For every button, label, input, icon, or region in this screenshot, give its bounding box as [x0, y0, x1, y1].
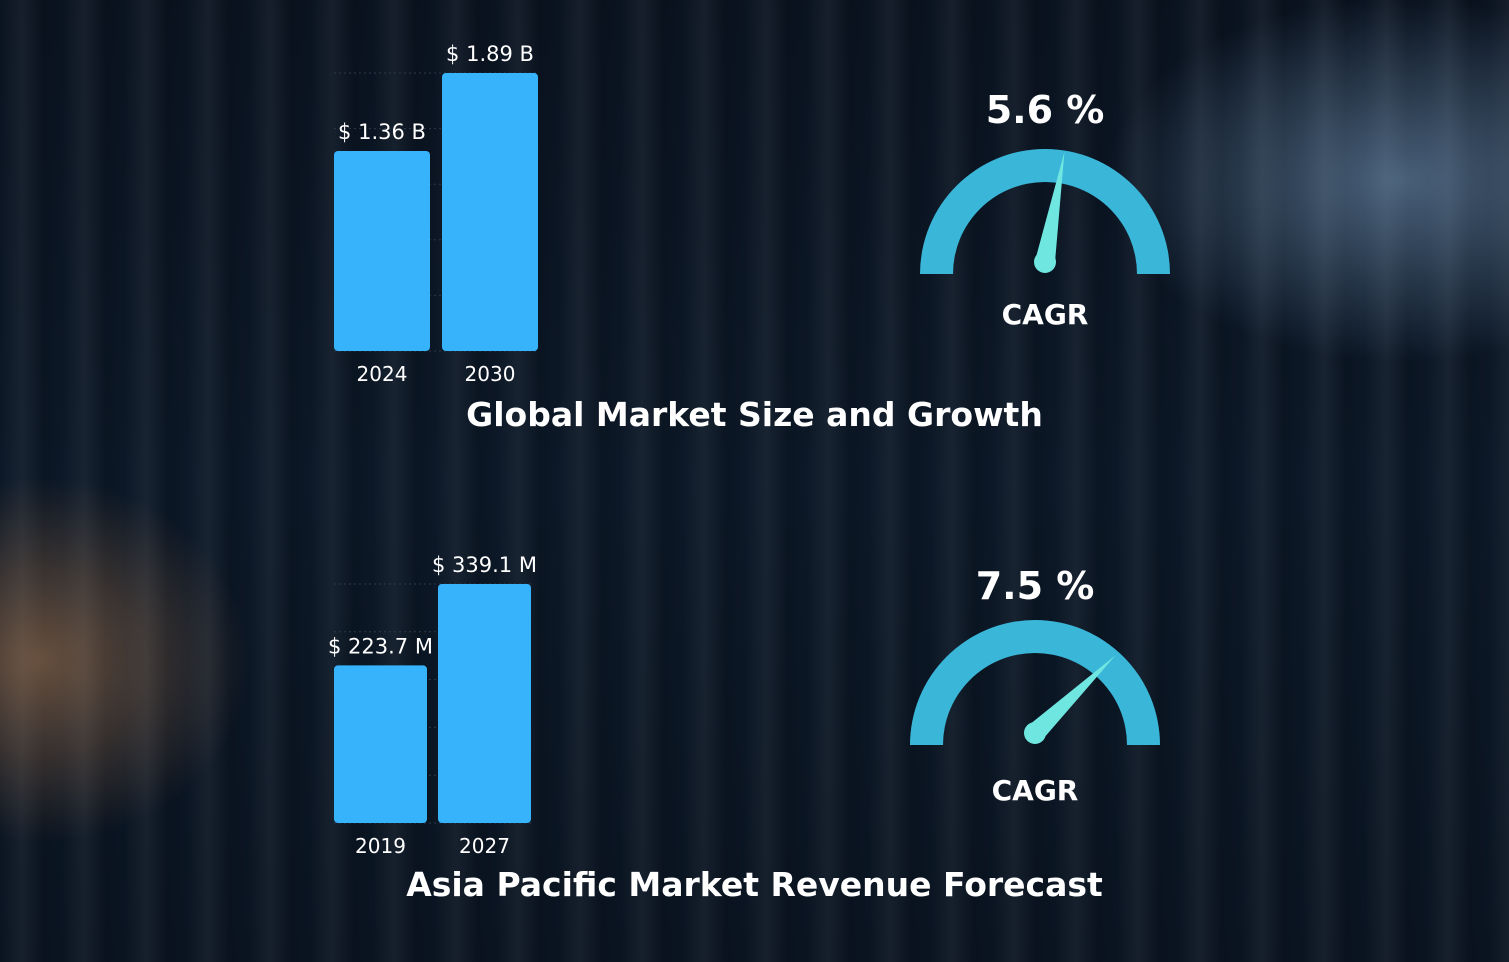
global-value-label-2024: $ 1.36 B — [338, 120, 426, 144]
global-value-label-2030: $ 1.89 B — [446, 42, 534, 66]
global-title: Global Market Size and Growth — [466, 395, 1043, 434]
apac-tick-label-2027: 2027 — [459, 834, 510, 858]
apac-bar-2019 — [334, 665, 427, 823]
apac-gauge-needle — [1024, 655, 1116, 744]
global-gauge-arc — [920, 149, 1170, 274]
apac-gauge-value: 7.5 % — [975, 564, 1095, 608]
global-bar-2030 — [442, 73, 538, 351]
global-cagr-gauge — [920, 149, 1170, 274]
apac-gauge-label: CAGR — [991, 774, 1079, 807]
apac-bar-chart-svg: $ 223.7 M 2019 $ 339.1 M 2027 — [328, 553, 537, 858]
apac-value-label-2027: $ 339.1 M — [432, 553, 537, 577]
global-gauge-label: CAGR — [1001, 298, 1089, 331]
apac-title: Asia Pacific Market Revenue Forecast — [406, 865, 1103, 904]
apac-value-label-2019: $ 223.7 M — [328, 634, 433, 658]
global-gauge-needle — [1034, 151, 1065, 273]
apac-gauge-arc — [910, 620, 1160, 745]
apac-bar-2027 — [438, 584, 531, 823]
global-tick-label-2024: 2024 — [357, 362, 408, 386]
global-bar-chart-svg: $ 1.36 B 2024 $ 1.89 B 2030 — [334, 42, 538, 386]
global-bar-chart: $ 1.36 B 2024 $ 1.89 B 2030 — [300, 30, 560, 390]
apac-cagr-gauge — [910, 620, 1160, 745]
global-bar-2024 — [334, 150, 430, 351]
global-tick-label-2030: 2030 — [465, 362, 516, 386]
apac-bar-chart: $ 223.7 M 2019 $ 339.1 M 2027 — [300, 540, 560, 860]
apac-tick-label-2019: 2019 — [355, 834, 406, 858]
global-gauge-value: 5.6 % — [985, 88, 1105, 132]
